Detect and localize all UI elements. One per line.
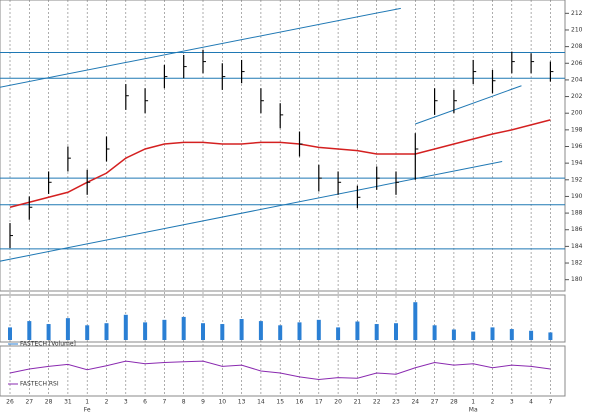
y-tick-label: 188	[571, 210, 583, 217]
y-tick-label: 212	[571, 10, 583, 17]
x-tick-label: 27	[25, 399, 33, 406]
x-tick-label: 1	[471, 399, 475, 406]
legend-label: FASTECH RSI	[20, 381, 59, 388]
moving-average	[9, 119, 551, 208]
x-tick-label: 2	[105, 399, 109, 406]
volume-bar	[46, 324, 51, 340]
x-tick-label: 6	[143, 399, 147, 406]
volume-bar	[162, 319, 167, 340]
x-tick-label: 9	[201, 399, 205, 406]
y-tick-label: 192	[571, 176, 583, 183]
x-tick-label: 13	[238, 399, 246, 406]
y-tick-label: 184	[571, 243, 583, 250]
month-label: Ma	[469, 407, 478, 414]
y-tick-label: 186	[571, 226, 583, 233]
volume-bar	[548, 332, 553, 340]
volume-bar	[374, 324, 379, 340]
volume-bar	[471, 331, 476, 340]
volume-bar	[432, 325, 437, 340]
y-tick-label: 198	[571, 126, 583, 133]
x-tick-label: 14	[257, 399, 265, 406]
x-tick-label: 3	[510, 399, 514, 406]
volume-bar	[490, 327, 495, 340]
volume-bar	[413, 302, 418, 340]
volume-bar	[278, 325, 283, 340]
x-tick-label: 10	[218, 399, 226, 406]
y-tick-label: 200	[571, 110, 583, 117]
y-tick-label: 204	[571, 76, 583, 83]
x-tick-label: 1	[85, 399, 89, 406]
x-tick-label: 16	[296, 399, 304, 406]
volume-bar	[201, 323, 205, 340]
volume-bar	[509, 329, 514, 340]
volume-bar	[336, 327, 341, 340]
x-tick-label: 26	[6, 399, 14, 406]
x-tick-label: 22	[373, 399, 381, 406]
y-tick-label: 210	[571, 26, 583, 33]
legend-label: FASTECH [Volume]	[20, 341, 76, 348]
month-label: Fe	[84, 407, 91, 414]
x-tick-label: 7	[162, 399, 166, 406]
x-tick-label: 21	[354, 399, 362, 406]
volume-bar	[143, 322, 148, 340]
y-tick-label: 182	[571, 260, 583, 267]
x-tick-label: 28	[450, 399, 458, 406]
x-tick-label: 8	[182, 399, 186, 406]
y-tick-label: 208	[571, 43, 583, 50]
volume-bar	[104, 323, 109, 340]
x-tick-label: 20	[334, 399, 342, 406]
x-tick-label: 28	[45, 399, 53, 406]
volume-bar	[394, 323, 398, 340]
y-tick-label: 206	[571, 60, 583, 67]
volume-bar	[181, 316, 186, 340]
x-tick-label: 23	[392, 399, 400, 406]
x-tick-label: 2	[491, 399, 495, 406]
volume-panel	[0, 294, 566, 343]
volume-bar	[85, 325, 90, 340]
rsi-panel	[0, 345, 566, 397]
volume-bar	[258, 321, 263, 340]
x-tick-label: 4	[529, 399, 533, 406]
volume-bar	[123, 314, 128, 340]
x-tick-label: 15	[276, 399, 284, 406]
volume-bar	[451, 329, 456, 340]
x-tick-label: 27	[431, 399, 439, 406]
volume-bar	[297, 322, 302, 340]
volume-bar	[220, 324, 225, 340]
x-tick-label: 3	[124, 399, 128, 406]
trend-line	[415, 85, 522, 125]
x-tick-label: 7	[548, 399, 552, 406]
volume-bar	[27, 321, 32, 340]
y-tick-label: 196	[571, 143, 583, 150]
x-tick-label: 24	[411, 399, 419, 406]
trend-line	[0, 7, 401, 88]
rsi-line	[9, 360, 551, 381]
volume-bar	[529, 330, 534, 340]
y-tick-label: 194	[571, 160, 583, 167]
volume-bar	[8, 327, 12, 340]
volume-bar	[65, 318, 70, 340]
trend-line	[0, 160, 503, 262]
x-tick-label: 31	[64, 399, 72, 406]
volume-bar	[316, 319, 321, 340]
y-tick-label: 202	[571, 93, 583, 100]
volume-bar	[239, 319, 244, 340]
volume-bar	[355, 321, 360, 340]
y-tick-label: 180	[571, 276, 583, 283]
y-tick-label: 190	[571, 193, 583, 200]
x-tick-label: 17	[315, 399, 323, 406]
price-panel	[0, 0, 566, 292]
